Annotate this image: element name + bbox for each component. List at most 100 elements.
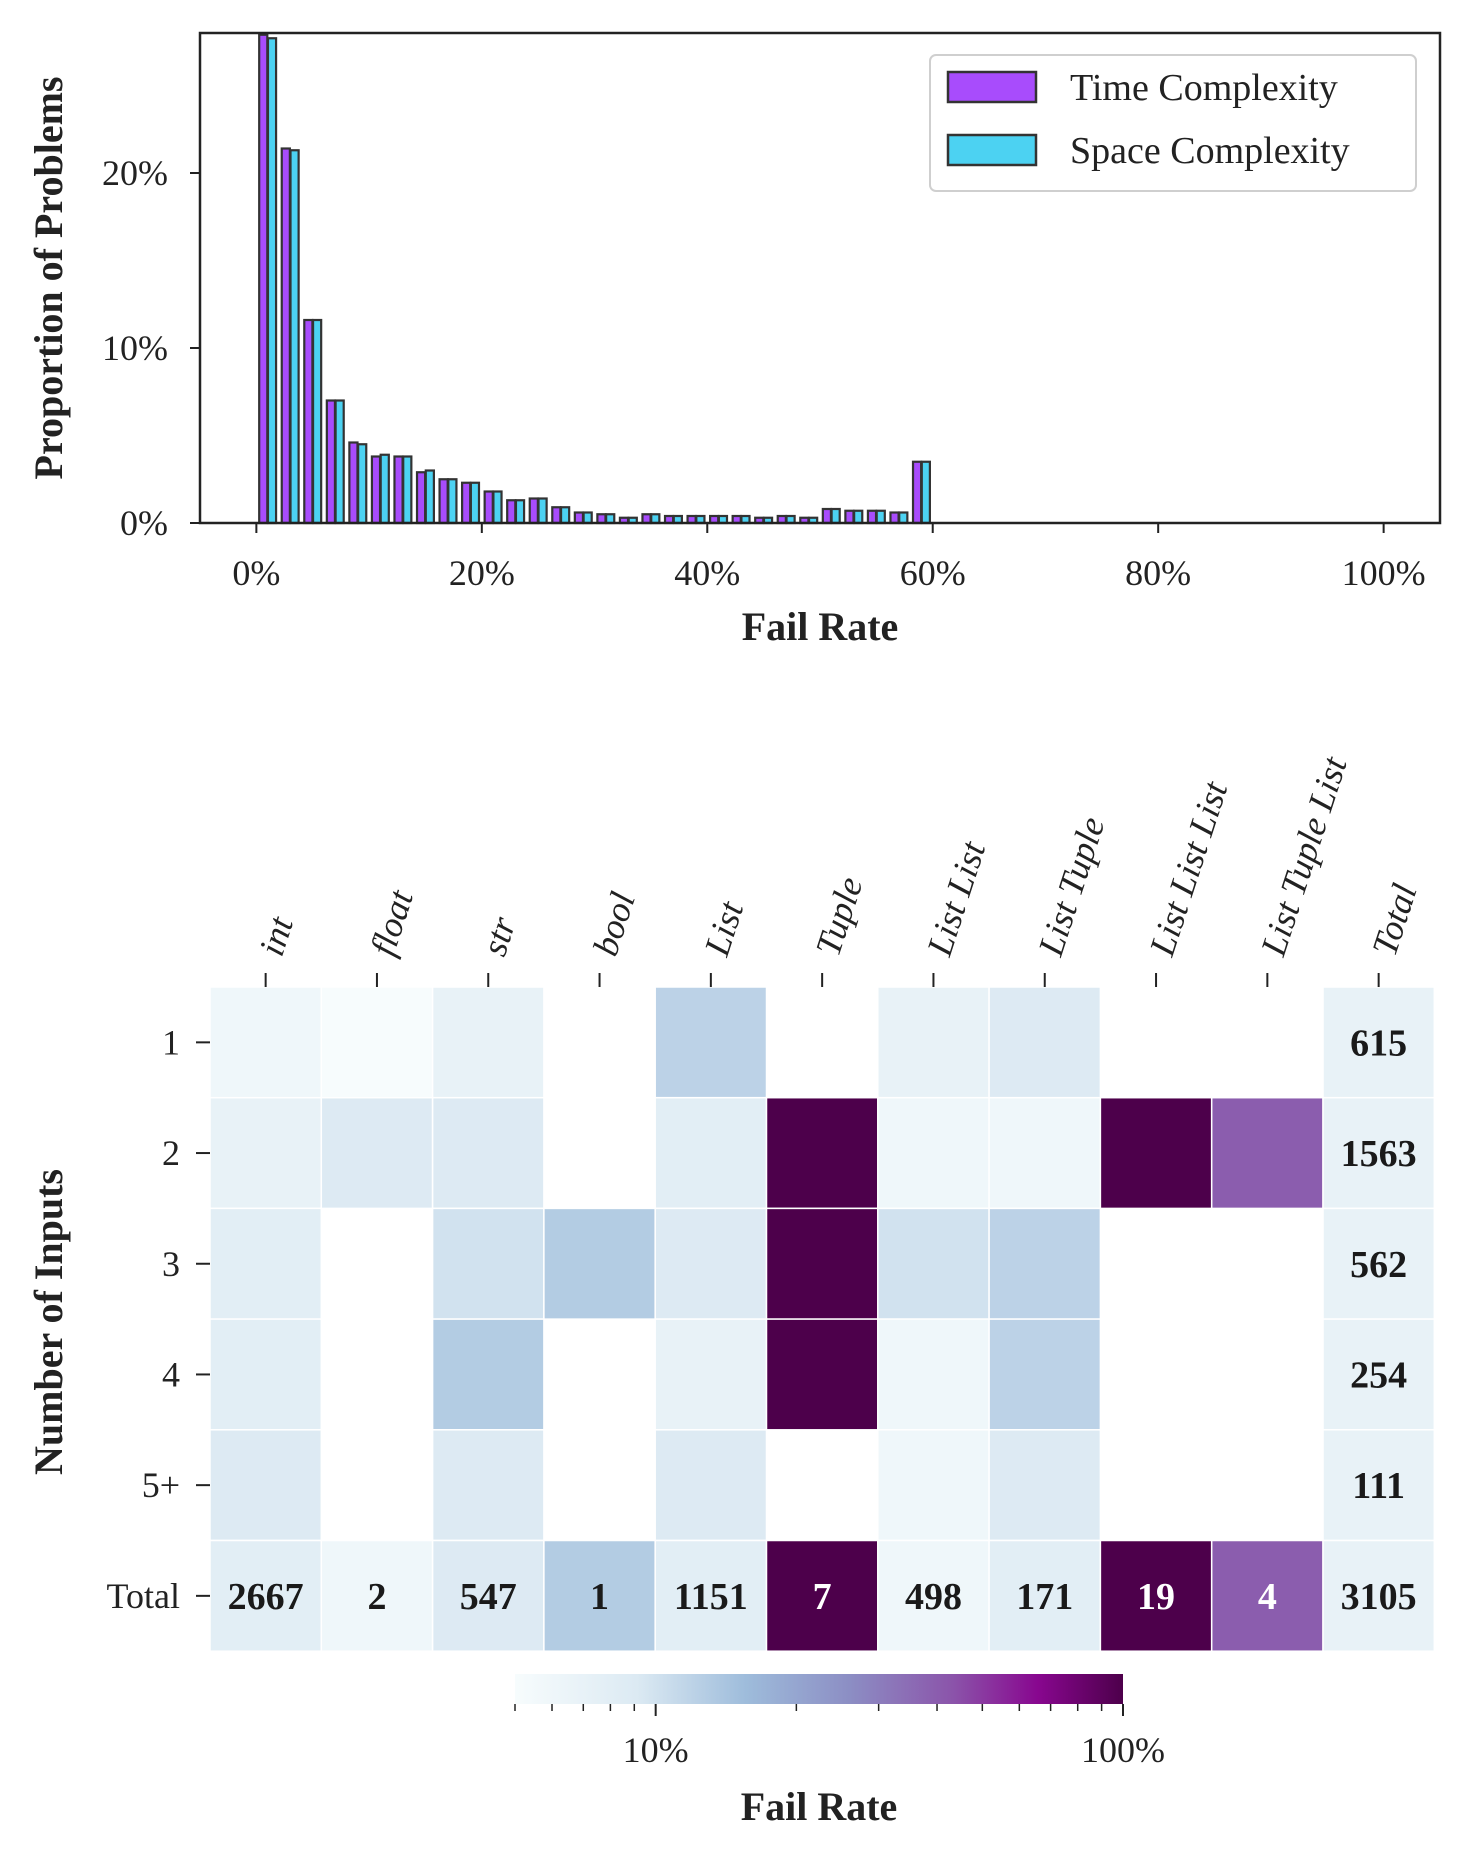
bar-time-27 [866, 509, 878, 525]
heatmap-cell-value: 615 [1350, 1022, 1407, 1064]
bar-time-11 [506, 499, 517, 525]
column-label-list-tuple: List Tuple [1030, 812, 1113, 961]
heatmap-cell [654, 1539, 768, 1652]
bar-time-0 [258, 33, 269, 525]
histogram-y-ticks: 0% 10% 20% [102, 153, 200, 543]
heatmap-cell-value: 1563 [1341, 1133, 1417, 1175]
legend-swatch-time-complexity [946, 70, 1038, 104]
y-tick-label: 10% [102, 328, 168, 368]
bar-space-10 [492, 490, 503, 525]
bar-time-28 [889, 511, 900, 525]
column-label-list-list: List List [919, 836, 994, 962]
heatmap-cell [431, 1539, 545, 1652]
heatmap-cell [877, 1096, 990, 1210]
heatmap-row-labels: 1 2 3 4 5+ Total [107, 1022, 210, 1616]
y-tick-label: 20% [102, 153, 168, 193]
heatmap-cell-value: 562 [1350, 1244, 1407, 1286]
heatmap-cell [1322, 1096, 1436, 1210]
heatmap-cell-value: 3105 [1341, 1576, 1417, 1618]
heatmap-cell [320, 1539, 434, 1652]
column-label-total: Total [1364, 879, 1425, 961]
bar-time-13 [551, 506, 562, 525]
column-label-bool: bool [585, 887, 643, 960]
legend-label-time-complexity: Time Complexity [1070, 67, 1338, 109]
bar-time-14 [573, 511, 585, 525]
heatmap-cell [431, 1318, 545, 1431]
heatmap-cell-value: 498 [905, 1576, 962, 1618]
bar-space-17 [650, 513, 661, 525]
bar-space-7 [424, 469, 435, 525]
heatmap-cell-value: 7 [813, 1576, 832, 1618]
heatmap-cell [320, 986, 434, 1099]
heatmap-cell [543, 1539, 656, 1652]
x-tick-label: 100% [1342, 553, 1426, 593]
column-label-list-list-list: List List List [1141, 776, 1235, 962]
bar-time-8 [438, 478, 449, 525]
bar-space-15 [605, 513, 616, 525]
bar-time-9 [461, 481, 472, 525]
legend-swatch-space-complexity [946, 133, 1038, 167]
row-label: 3 [162, 1244, 180, 1284]
x-tick-label: 40% [674, 553, 740, 593]
bar-space-14 [582, 511, 593, 525]
heatmap-cell [209, 1318, 323, 1431]
heatmap-cell [1322, 1207, 1436, 1320]
heatmap-cell [209, 986, 323, 1099]
heatmap-cell [988, 1207, 1102, 1320]
bar-space-12 [537, 497, 548, 525]
heatmap-cell [1099, 1096, 1213, 1210]
heatmap-cell [431, 1096, 545, 1210]
histogram-x-axis-title: Fail Rate [742, 604, 899, 649]
heatmap-cell [877, 1539, 990, 1652]
heatmap-cell [988, 1096, 1102, 1210]
heatmap-column-labels: int float str bool List Tuple List List List Tu… [251, 751, 1425, 987]
heatmap-chart: 615 1563 562 254 111 2667 2 547 1 1151 7 498 171 19 4 3… [26, 751, 1436, 1829]
heatmap-cell-value: 547 [460, 1576, 517, 1618]
bar-space-13 [559, 506, 571, 525]
column-label-tuple: Tuple [808, 872, 871, 960]
heatmap-cell [765, 1096, 879, 1210]
column-label-list: List [696, 896, 751, 962]
heatmap-cell-value: 4 [1258, 1576, 1277, 1618]
colorbar: 10% 100% Fail Rate [514, 1674, 1165, 1829]
column-label-list-tuple-list: List Tuple List [1253, 751, 1355, 961]
bar-time-25 [821, 507, 833, 525]
bar-space-2 [311, 318, 323, 525]
heatmap-cell-value: 1151 [674, 1576, 748, 1618]
heatmap-cell [1322, 1318, 1436, 1431]
heatmap-cell [209, 1207, 323, 1320]
bar-time-5 [370, 455, 382, 525]
heatmap-cell [654, 1429, 768, 1542]
bar-space-0 [266, 37, 278, 525]
bar-time-15 [596, 513, 607, 525]
bar-time-10 [483, 490, 494, 525]
heatmap-cell [209, 1096, 323, 1210]
bar-space-4 [357, 443, 368, 525]
bar-space-5 [379, 453, 390, 525]
heatmap-cell [320, 1096, 434, 1210]
legend-label-space-complexity: Space Complexity [1070, 130, 1350, 172]
bar-space-25 [830, 507, 841, 525]
heatmap-cell [654, 1096, 768, 1210]
heatmap-cell [877, 986, 990, 1099]
bar-space-6 [402, 455, 413, 525]
heatmap-cell [543, 1207, 656, 1320]
bar-time-1 [280, 147, 291, 525]
bar-space-9 [469, 481, 481, 525]
bar-time-6 [393, 455, 404, 525]
heatmap-cell [431, 1429, 545, 1542]
heatmap-cell [654, 986, 768, 1099]
heatmap-cell [1322, 1429, 1436, 1542]
heatmap-cell-value: 2 [367, 1576, 386, 1618]
column-label-str: str [474, 911, 524, 960]
heatmap-cell [877, 1429, 990, 1542]
bar-time-17 [641, 513, 652, 525]
bar-space-27 [875, 509, 886, 525]
heatmap-cell [209, 1429, 323, 1542]
colorbar-ticks: 10% 100% [514, 1704, 1165, 1770]
bar-time-2 [303, 318, 314, 525]
heatmap-cell [654, 1318, 768, 1431]
row-label: 1 [162, 1022, 180, 1062]
histogram-y-axis-title: Proportion of Problems [26, 77, 71, 480]
